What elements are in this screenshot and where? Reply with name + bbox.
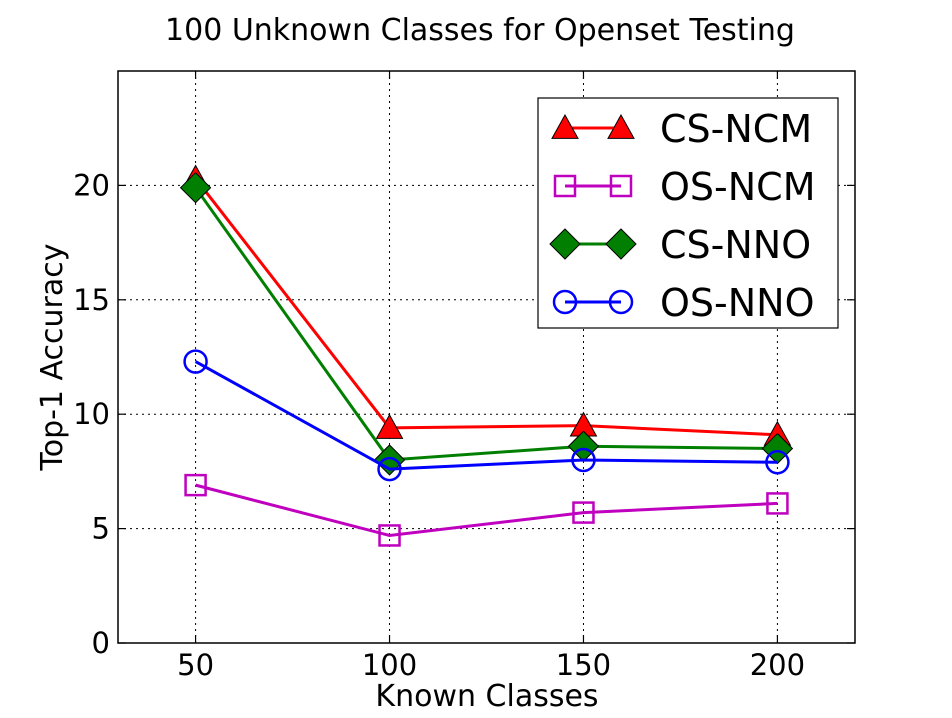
series-cs-nno [179,171,794,476]
legend-marker [607,113,635,139]
legend-marker [605,228,637,260]
legend-label: OS-NCM [660,165,816,209]
legend-item-os-ncm: OS-NCM [553,165,816,209]
x-tick-label: 150 [556,648,611,682]
series-line-os-nno [194,360,778,471]
y-tick-label: 15 [73,283,110,317]
data-point-os-nno [765,449,790,475]
legend-marker [608,289,634,315]
legend-item-cs-nno: CS-NNO [549,223,811,267]
plot-frame [117,70,856,644]
y-axis-label: Top-1 Accuracy [35,243,70,471]
data-point-os-nno [571,447,596,473]
y-tick-label: 5 [92,512,110,546]
y-tick-label: 0 [92,626,110,660]
x-tick-label: 200 [750,648,805,682]
legend-box [537,97,839,329]
data-point-os-ncm [766,492,789,515]
legend-marker [552,289,578,315]
data-point-cs-nno [179,171,212,204]
series-line-cs-nno [194,186,778,462]
legend-marker [553,174,577,198]
legend-marker [551,113,579,139]
data-point-os-nno [377,456,402,482]
series-os-ncm [184,473,789,547]
series-line-os-ncm [195,483,778,537]
y-tick-label: 10 [73,397,110,431]
x-tick-label: 100 [362,648,417,682]
series-line-cs-ncm [194,177,778,437]
series-os-nno [183,349,790,482]
legend-item-cs-ncm: CS-NCM [551,107,812,151]
legend-marker [549,228,581,260]
data-point-os-ncm [184,473,207,497]
legend-marker [609,174,633,198]
tick-layer: 50 100 150 200 0 5 10 15 20 [73,71,855,682]
series-layer [179,164,794,547]
legend-label: CS-NNO [660,223,811,267]
legend-item-os-nno: OS-NNO [552,281,815,325]
chart-title: 100 Unknown Classes for Openset Testing [165,13,795,48]
x-tick-label: 50 [177,648,214,682]
data-point-cs-ncm [375,413,404,439]
legend-label: CS-NCM [660,107,812,151]
legend-label: OS-NNO [660,281,815,325]
y-tick-label: 20 [73,168,110,202]
data-point-os-ncm [572,501,595,524]
data-point-os-nno [183,349,208,374]
legend: CS-NCM OS-NCM CS-NNO OS-NNO [537,97,839,329]
data-point-os-ncm [378,524,401,547]
x-axis-label: Known Classes [375,679,598,714]
data-point-cs-nno [761,432,794,465]
